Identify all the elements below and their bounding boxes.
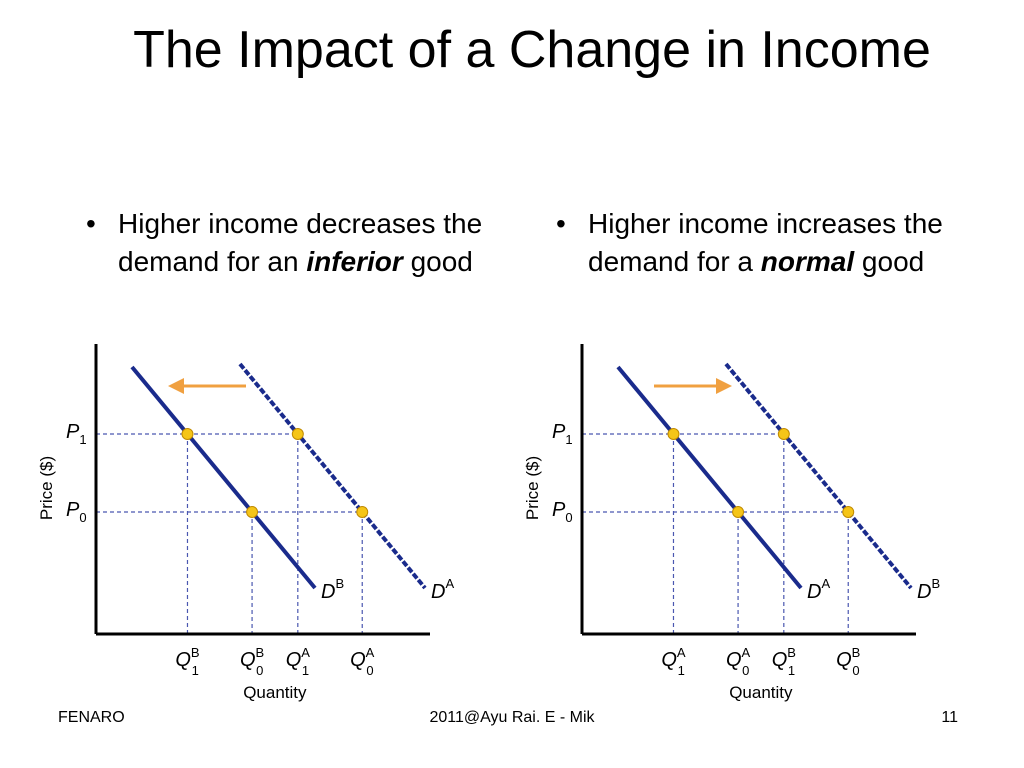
bullet-emphasis: normal xyxy=(760,246,855,277)
curve-label-dashed: DA xyxy=(431,576,454,603)
quantity-label: QA 0 xyxy=(726,645,751,678)
y-axis-label: Price ($) xyxy=(523,456,542,520)
graph-normal-good: P1 P0 Price ($) QA 1 QA 0 QB 1 QB 0 Quantity DA DB xyxy=(523,344,940,702)
price-label-p0: P0 xyxy=(66,499,87,525)
demand-curve-dashed xyxy=(724,362,913,590)
equilibrium-point xyxy=(777,428,790,440)
graph-inferior-good: P1 P0 Price ($) QB 1 QB 0 QA 1 QA 0 Quantity DB DA xyxy=(37,344,454,702)
shift-arrow-head xyxy=(716,378,732,394)
x-axis-label: Quantity xyxy=(243,683,307,702)
equilibrium-point xyxy=(246,506,259,518)
quantity-label: QA 1 xyxy=(661,645,686,678)
equilibrium-point xyxy=(667,428,680,440)
quantity-label: QA 1 xyxy=(286,645,311,678)
y-axis-label: Price ($) xyxy=(37,456,56,520)
bullet-dot: • xyxy=(86,208,96,239)
bullet-text: Higher income increases the demand for a xyxy=(588,208,943,277)
footer-author: FENARO xyxy=(58,709,125,726)
quantity-label: QB 1 xyxy=(175,645,199,678)
demand-curve-dashed xyxy=(238,362,427,590)
price-label-p1: P1 xyxy=(66,421,87,447)
price-label-p1: P1 xyxy=(552,421,573,447)
equilibrium-point xyxy=(732,506,745,518)
footer-page-number: 11 xyxy=(941,709,958,726)
bullet-inferior-good: • Higher income decreases the demand for… xyxy=(86,205,518,281)
equilibrium-point xyxy=(291,428,304,440)
curve-label-solid: DA xyxy=(807,576,830,603)
footer-credit: 2011@Ayu Rai. E - Mik xyxy=(429,709,595,726)
bullet-tail: good xyxy=(854,246,925,277)
bullet-text: Higher income decreases the demand for a… xyxy=(118,208,483,277)
quantity-label: QB 1 xyxy=(772,645,796,678)
bullet-dot: • xyxy=(556,208,566,239)
demand-curve-solid xyxy=(616,365,803,590)
bullet-normal-good: • Higher income increases the demand for… xyxy=(556,205,988,281)
bullet-emphasis: inferior xyxy=(306,246,403,277)
slide-title: The Impact of a Change in Income xyxy=(133,21,931,79)
bullet-tail: good xyxy=(402,246,473,277)
demand-curve-solid xyxy=(130,365,317,590)
equilibrium-point xyxy=(356,506,369,518)
quantity-label: QB 0 xyxy=(240,645,264,678)
curve-label-solid: DB xyxy=(321,576,344,603)
price-label-p0: P0 xyxy=(552,499,573,525)
curve-label-dashed: DB xyxy=(917,576,940,603)
equilibrium-point xyxy=(181,428,194,440)
shift-arrow-head xyxy=(168,378,184,394)
equilibrium-point xyxy=(842,506,855,518)
quantity-label: QB 0 xyxy=(836,645,860,678)
x-axis-label: Quantity xyxy=(729,683,793,702)
quantity-label: QA 0 xyxy=(350,645,375,678)
